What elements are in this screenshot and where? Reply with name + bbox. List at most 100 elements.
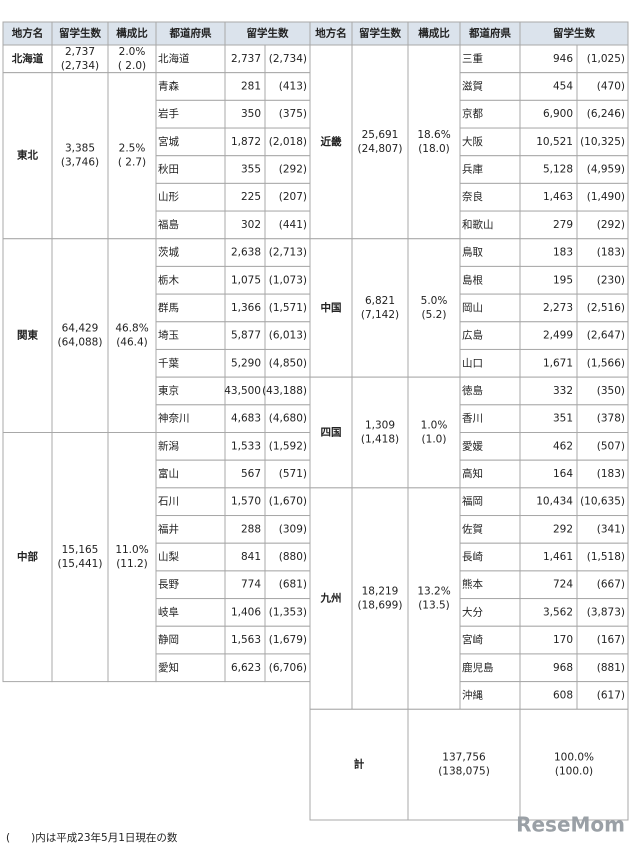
cell bbox=[224, 432, 266, 461]
prefecture-prev: (681) bbox=[279, 579, 307, 591]
region-share: 1.0% bbox=[421, 420, 448, 432]
cell bbox=[2, 44, 53, 74]
prefecture-students: 10,521 bbox=[536, 136, 573, 148]
cell bbox=[224, 598, 266, 627]
header-cell: 地方名 bbox=[12, 27, 44, 40]
prefecture-prev: (571) bbox=[279, 468, 307, 480]
region-name: 中部 bbox=[17, 550, 38, 563]
region-students: 15,165 bbox=[62, 544, 99, 556]
cell bbox=[107, 44, 157, 74]
prefecture-prev: (378) bbox=[597, 413, 625, 425]
cell bbox=[576, 321, 629, 350]
cell bbox=[407, 487, 461, 710]
prefecture-name: 山梨 bbox=[158, 550, 179, 563]
cell bbox=[576, 155, 629, 184]
region-students: 6,821 bbox=[365, 295, 395, 307]
region-students: 2,737 bbox=[65, 46, 95, 58]
header-cell: 地方名 bbox=[315, 27, 347, 40]
cell bbox=[224, 155, 266, 184]
prefecture-students: 454 bbox=[553, 81, 573, 93]
cell bbox=[519, 598, 578, 627]
prefecture-prev: (1,025) bbox=[587, 53, 625, 65]
cell bbox=[519, 404, 578, 434]
prefecture-prev: (1,571) bbox=[269, 302, 307, 314]
cell bbox=[224, 182, 266, 212]
prefecture-prev: (3,873) bbox=[587, 606, 625, 618]
cell bbox=[459, 653, 521, 683]
cell bbox=[519, 653, 578, 683]
cell bbox=[309, 44, 353, 240]
region-share-prev: (13.5) bbox=[418, 600, 450, 612]
prefecture-prev: (1,073) bbox=[269, 274, 307, 286]
cell bbox=[2, 72, 53, 240]
header-cell: 留学生数 bbox=[359, 27, 401, 40]
prefecture-students: 43,500 bbox=[224, 385, 261, 397]
prefecture-prev: (880) bbox=[279, 551, 307, 563]
prefecture-students: 5,877 bbox=[231, 330, 261, 342]
prefecture-students: 4,683 bbox=[231, 413, 261, 425]
prefecture-students: 195 bbox=[553, 274, 573, 286]
prefecture-students: 2,737 bbox=[231, 53, 261, 65]
cell bbox=[155, 99, 226, 129]
cell bbox=[459, 99, 521, 129]
cell bbox=[224, 99, 266, 129]
prefecture-students: 281 bbox=[241, 81, 261, 93]
prefecture-students: 724 bbox=[553, 579, 573, 591]
header-cell: 留学生数 bbox=[247, 27, 289, 40]
prefecture-students: 1,570 bbox=[231, 496, 261, 508]
region-students-prev: (64,088) bbox=[58, 337, 103, 349]
cell bbox=[407, 238, 461, 378]
cell bbox=[459, 487, 521, 517]
prefecture-name: 静岡 bbox=[158, 633, 179, 646]
prefecture-students: 183 bbox=[553, 247, 573, 259]
footnote: ( )内は平成23年5月1日現在の数 bbox=[6, 831, 178, 844]
prefecture-students: 3,562 bbox=[543, 606, 573, 618]
prefecture-students: 968 bbox=[553, 662, 573, 674]
prefecture-students: 1,461 bbox=[543, 551, 573, 563]
prefecture-name: 兵庫 bbox=[462, 163, 483, 176]
header-cell: 構成比 bbox=[116, 27, 148, 40]
prefecture-name: 佐賀 bbox=[462, 522, 483, 535]
cell bbox=[519, 459, 578, 489]
cell bbox=[519, 99, 578, 129]
region-share-prev: (46.4) bbox=[116, 337, 148, 349]
region-name: 近畿 bbox=[321, 135, 342, 148]
region-students: 25,691 bbox=[362, 129, 399, 141]
prefecture-students: 1,463 bbox=[543, 191, 573, 203]
prefecture-name: 島根 bbox=[462, 273, 483, 286]
prefecture-prev: (350) bbox=[597, 385, 625, 397]
cell bbox=[264, 348, 311, 378]
region-students-prev: (3,746) bbox=[61, 157, 99, 169]
prefecture-prev: (183) bbox=[597, 468, 625, 480]
prefecture-prev: (230) bbox=[597, 274, 625, 286]
prefecture-students: 1,533 bbox=[231, 440, 261, 452]
prefecture-name: 宮城 bbox=[158, 135, 179, 148]
region-share: 13.2% bbox=[417, 586, 450, 598]
cell bbox=[519, 681, 578, 710]
cell bbox=[224, 487, 266, 517]
cell bbox=[155, 44, 226, 74]
cell bbox=[519, 708, 629, 821]
cell bbox=[224, 321, 266, 350]
cell bbox=[155, 570, 226, 600]
header-cell: 都道府県 bbox=[169, 27, 212, 40]
prefecture-students: 567 bbox=[241, 468, 261, 480]
prefecture-name: 山口 bbox=[462, 357, 483, 369]
cell bbox=[224, 376, 266, 406]
cell bbox=[576, 44, 629, 74]
prefecture-name: 石川 bbox=[158, 496, 179, 508]
cell bbox=[459, 182, 521, 212]
cell bbox=[224, 210, 266, 240]
prefecture-name: 福島 bbox=[158, 218, 179, 231]
region-name: 九州 bbox=[320, 592, 342, 605]
cell bbox=[576, 72, 629, 101]
prefecture-students: 1,563 bbox=[231, 634, 261, 646]
region-share-prev: (18.0) bbox=[418, 143, 450, 155]
cell bbox=[155, 182, 226, 212]
cell bbox=[351, 44, 409, 240]
header-cell: 都道府県 bbox=[468, 27, 511, 40]
cell bbox=[407, 376, 461, 489]
prefecture-students: 774 bbox=[241, 579, 261, 591]
region-share: 5.0% bbox=[421, 295, 448, 307]
cell bbox=[576, 404, 629, 434]
